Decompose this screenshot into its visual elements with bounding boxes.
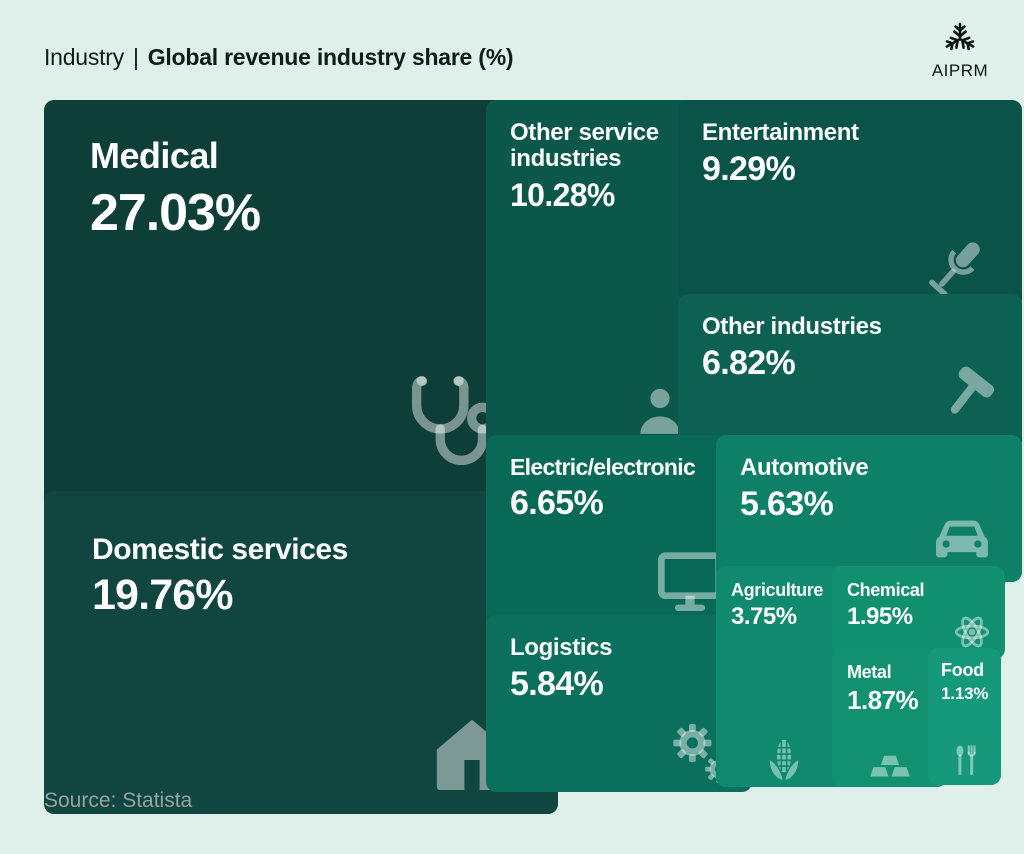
treemap-tile-electric-electronic: Electric/electronic 6.65% [486,435,752,631]
treemap-tile-entertainment: Entertainment 9.29% [678,100,1022,310]
tile-value: 5.63% [740,485,834,524]
tile-value: 9.29% [702,150,796,189]
title-separator: | [132,44,139,70]
tile-value: 6.65% [510,484,604,523]
treemap-tile-agriculture: Agriculture 3.75% [716,566,851,787]
tile-label: Metal [847,662,892,682]
gold-bars-icon [869,755,910,777]
tile-label: Automotive [740,454,869,481]
treemap-tile-domestic-services: Domestic services 19.76% [44,491,558,814]
treemap-tile-logistics: Logistics 5.84% [486,615,752,792]
title-text: Global revenue industry share (%) [147,44,514,70]
treemap-tile-food: Food 1.13% [928,648,1001,785]
tile-label: Agriculture [731,580,824,600]
treemap-tile-metal: Metal 1.87% [832,648,947,787]
tile-label: Other service industries [510,119,659,173]
person-icon [640,388,680,434]
car-icon [936,520,988,558]
tile-value: 6.82% [702,344,796,383]
treemap-tile-automotive: Automotive 5.63% [716,435,1022,582]
corn-icon [769,739,798,780]
brand-name: AIPRM [931,61,989,80]
tile-label: Other industries [702,313,882,340]
tile-label: Logistics [510,634,613,661]
treemap-tile-other-service-industries: Other service industries 10.28% [486,100,714,451]
cutlery-icon [955,745,976,776]
microphone-icon [929,242,980,297]
tile-label: Domestic services [92,533,348,566]
tile-label: Medical [90,135,219,176]
treemap-tile-medical: Medical 27.03% [44,100,556,523]
treemap-tile-other-industries: Other industries 6.82% [678,294,1022,451]
brand-badge: AIPRM [922,18,998,81]
treemap-tile-chemical: Chemical 1.95% [832,566,1005,659]
page-title: Industry | Global revenue industry share (… [44,44,514,71]
tile-value: 19.76% [92,571,234,619]
source-credit: Source: Statista [44,789,193,812]
tile-value: 5.84% [510,665,604,704]
tile-value: 1.95% [847,602,913,630]
tile-label: Electric/electronic [510,454,696,480]
tile-label: Food [941,660,984,680]
atom-icon [954,616,990,648]
tile-value: 10.28% [510,176,615,213]
tile-label: Entertainment [702,119,859,146]
tile-value: 1.87% [847,684,919,715]
hammer-icon [950,366,995,414]
tile-value: 1.13% [941,683,989,703]
aiprm-logo-icon [942,22,978,53]
tile-value: 3.75% [731,602,797,630]
tile-label: Chemical [847,580,925,600]
title-category: Industry [44,44,124,70]
tile-value: 27.03% [90,183,261,242]
